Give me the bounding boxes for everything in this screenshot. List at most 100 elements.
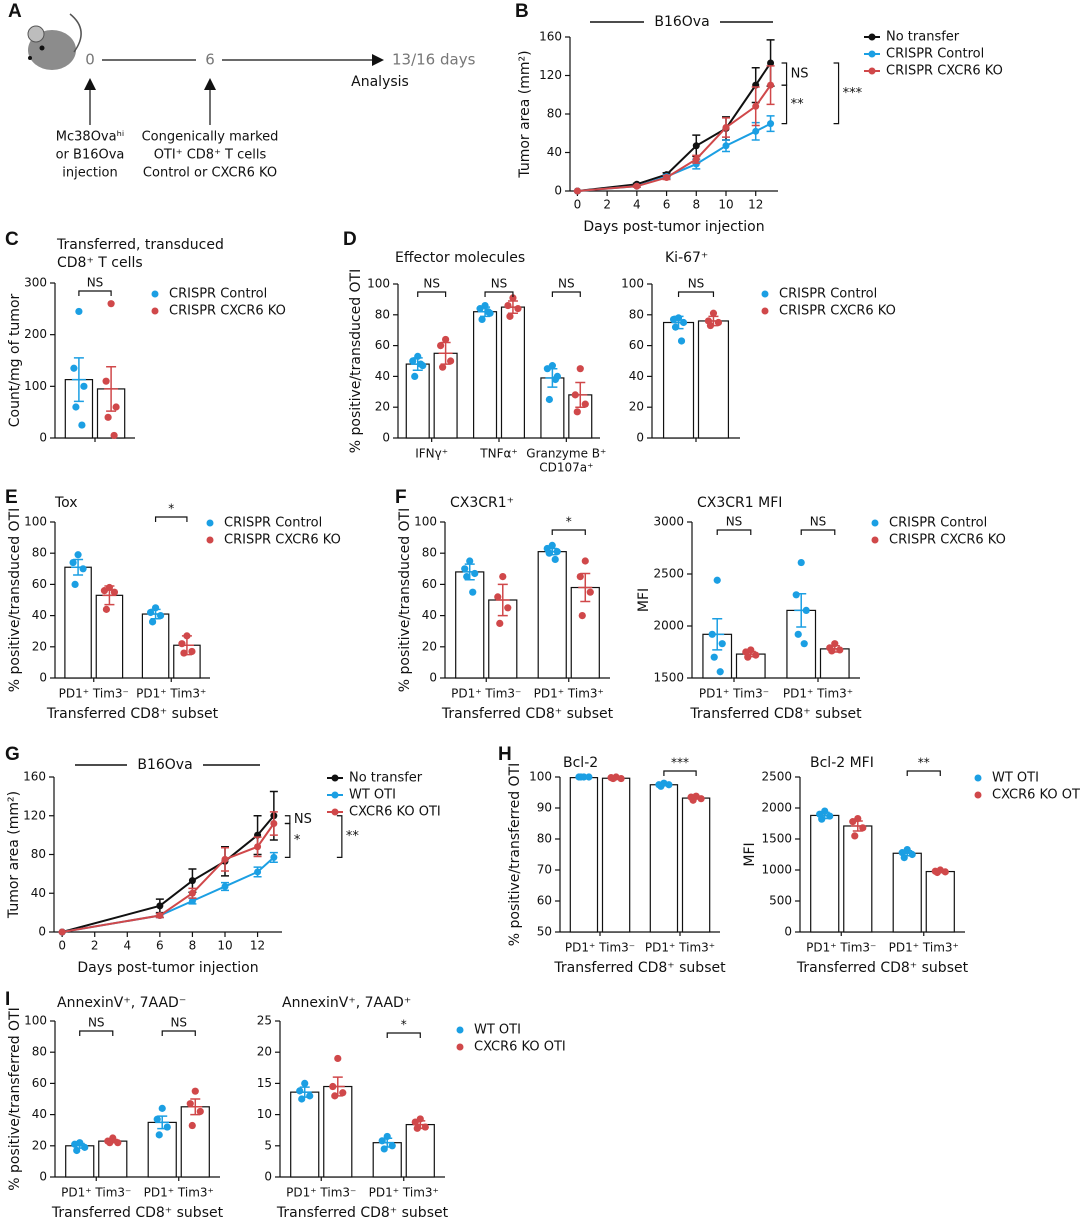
panel-letter: F (395, 487, 407, 508)
error-bar (656, 783, 671, 787)
significance-bracket (551, 529, 586, 535)
error-bar (71, 357, 86, 403)
legend-marker (331, 774, 339, 782)
legend-label: CXCR6 KO OTI (992, 788, 1080, 803)
legend-label: CRISPR Control (224, 516, 322, 531)
bar (697, 320, 730, 439)
error-bar (102, 585, 117, 606)
significance-label: NS (558, 277, 575, 291)
bar (147, 1121, 177, 1178)
data-point (148, 618, 157, 626)
step-text: or B16Ova (56, 148, 125, 163)
data-point (669, 315, 678, 324)
error-bar (545, 367, 560, 388)
bar (681, 797, 711, 933)
error-bar (689, 796, 704, 800)
data-point (110, 431, 118, 440)
data-point (506, 312, 514, 320)
data-point (102, 377, 110, 385)
significance-bracket (677, 291, 715, 297)
x-tick-label: 6 (663, 198, 671, 212)
data-point (221, 855, 229, 863)
error-bar (179, 635, 194, 656)
chart-title: Effector molecules (395, 250, 525, 266)
error-bar (850, 820, 865, 832)
significance-bracket (906, 770, 941, 776)
y-tick-label: 20 (32, 639, 47, 653)
y-tick-label: 40 (422, 608, 437, 622)
y-tick-label: 40 (629, 369, 644, 383)
y-axis-label: % positive/transferred OTI (507, 763, 523, 947)
chart-title: Transferred, transduced (56, 237, 224, 253)
x-tick-label: PD1⁺ Tim3⁺ (369, 1186, 439, 1200)
x-tick-label: PD1⁺ Tim3⁻ (565, 941, 635, 955)
chart-title: B16Ova (137, 757, 192, 773)
y-axis-label: Tumor area (mm²) (517, 50, 533, 178)
error-bar (188, 1098, 203, 1116)
chart-title: AnnexinV⁺, 7AAD⁻ (57, 995, 186, 1011)
error-bar (462, 563, 477, 581)
y-axis-label: MFI (742, 842, 758, 866)
significance-label: * (294, 833, 301, 848)
significance-label: NS (88, 1016, 105, 1030)
chart-title: CX3CR1⁺ (450, 495, 514, 511)
data-point (78, 421, 86, 429)
data-point (191, 1087, 199, 1095)
legend-marker (151, 307, 159, 315)
y-tick-label: 60 (32, 1076, 47, 1090)
data-point (442, 335, 450, 344)
significance-bracket (781, 62, 788, 86)
significance-label: NS (726, 515, 743, 529)
y-axis-label: Count/mg of tumor (7, 293, 23, 427)
x-axis-label: Transferred CD8⁺ subset (51, 1205, 224, 1221)
x-tick-label: 10 (718, 198, 733, 212)
data-point (72, 403, 80, 411)
data-point (767, 120, 775, 128)
error-bar (380, 1137, 395, 1148)
data-point (409, 357, 417, 365)
significance-bracket (78, 290, 112, 296)
x-tick-label: 0 (58, 939, 66, 953)
y-tick-label: 40 (32, 608, 47, 622)
x-axis-label: Days post-tumor injection (77, 960, 258, 976)
y-tick-label: 100 (24, 1014, 47, 1028)
bar (405, 1123, 435, 1178)
x-axis-label: Transferred CD8⁺ subset (796, 960, 969, 976)
data-point (75, 307, 83, 316)
data-point (81, 1143, 89, 1151)
significance-label: * (168, 502, 174, 516)
data-point (576, 573, 584, 581)
data-point (107, 300, 115, 308)
x-tick-label: 12 (250, 939, 265, 953)
x-tick-label: CD107a⁺ (539, 461, 593, 475)
legend-label: WT OTI (992, 771, 1039, 786)
y-tick-label: 80 (629, 307, 644, 321)
data-point (188, 647, 196, 656)
legend-label: No transfer (349, 771, 423, 786)
x-tick-label: 12 (748, 198, 763, 212)
significance-bracket (154, 516, 188, 522)
data-point (718, 640, 726, 648)
y-tick-label: 100 (529, 770, 552, 784)
panel-letter: I (5, 989, 10, 1010)
legend-marker (974, 774, 982, 782)
y-tick-label: 40 (547, 145, 562, 159)
y-axis-label: % positive/transferred OTI (7, 1007, 23, 1191)
data-point (270, 820, 278, 827)
data-point (663, 174, 671, 182)
error-bar (794, 593, 809, 628)
panel-letter: D (343, 229, 357, 250)
y-tick-label: 3000 (653, 515, 684, 529)
x-tick-label: PD1⁺ Tim3⁺ (889, 941, 959, 955)
data-point (851, 832, 859, 840)
data-point (581, 557, 589, 565)
y-tick-label: 40 (375, 369, 390, 383)
y-tick-label: 20 (32, 1138, 47, 1152)
significance-bracket (161, 1030, 196, 1036)
timeline (84, 54, 384, 125)
bar (141, 613, 170, 679)
y-tick-label: 20 (257, 1045, 272, 1059)
y-tick-label: 160 (539, 30, 562, 44)
data-point (794, 630, 802, 638)
